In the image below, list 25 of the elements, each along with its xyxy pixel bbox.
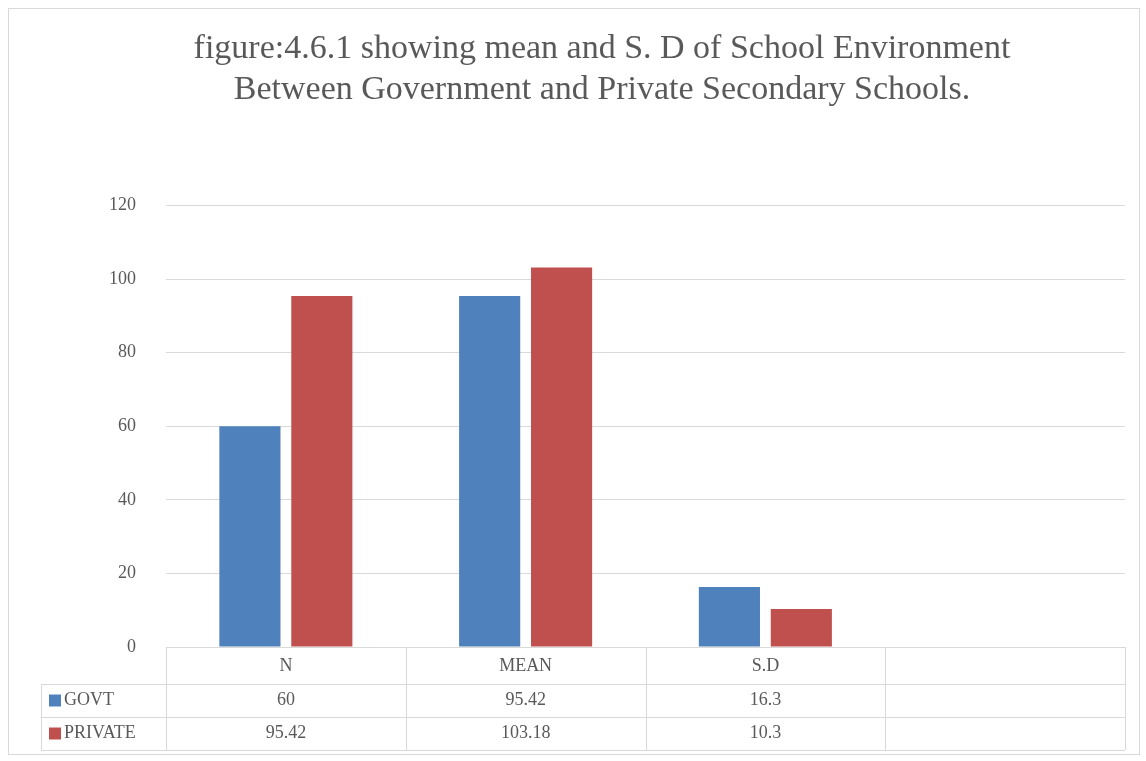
data-label: 103.18 — [500, 722, 551, 743]
bar — [770, 609, 832, 647]
y-tick-label: 40 — [118, 488, 136, 509]
y-tick-label: 20 — [118, 562, 136, 583]
bar — [531, 267, 593, 647]
x-tick-label: N — [279, 654, 293, 675]
chart-title: figure:4.6.1 showing mean and S. D of School Environment Between Government and Private Secondary Schools. — [193, 28, 1011, 107]
data-label: 95.42 — [265, 722, 307, 743]
y-tick-label: 120 — [109, 194, 136, 215]
y-tick-label: 0 — [127, 635, 136, 656]
bar — [459, 296, 521, 647]
y-tick-label: 60 — [118, 415, 136, 436]
data-label: 95.42 — [505, 689, 546, 710]
bar — [698, 587, 760, 647]
data-label: 16.3 — [749, 689, 782, 710]
legend-label: PRIVATE — [64, 722, 136, 743]
bar — [291, 296, 353, 647]
legend-label: GOVT — [64, 689, 114, 710]
y-tick-label: 80 — [118, 341, 136, 362]
y-tick-label: 100 — [109, 267, 136, 288]
x-tick-label: S.D — [751, 654, 780, 675]
data-label: 10.3 — [749, 722, 782, 743]
x-tick-label: MEAN — [499, 654, 553, 675]
bar — [219, 426, 281, 647]
data-label: 60 — [276, 689, 295, 710]
